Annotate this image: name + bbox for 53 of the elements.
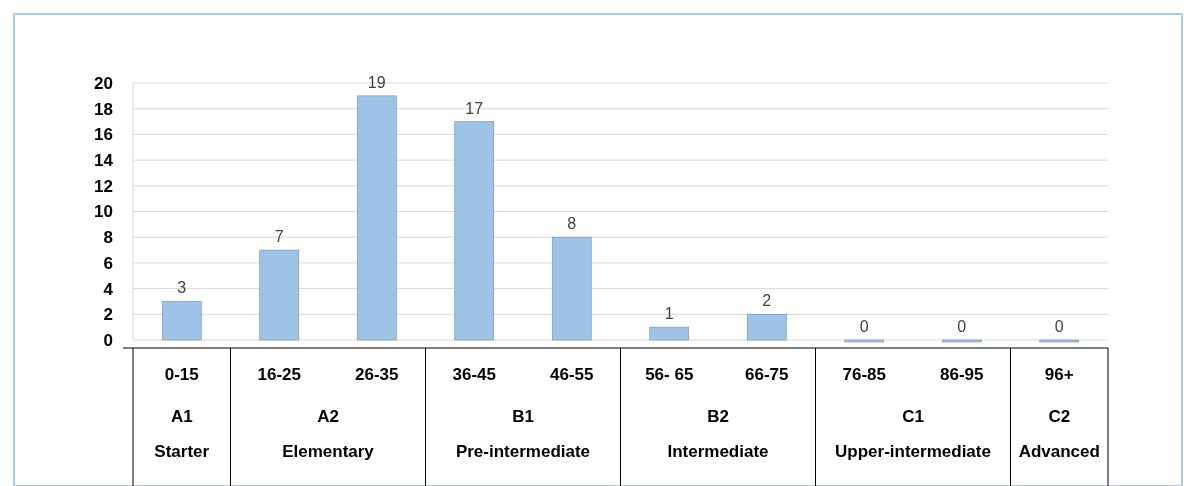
bar <box>746 314 787 341</box>
text: Elementary <box>282 442 375 461</box>
bar <box>941 339 982 343</box>
x-tick-label: 26-35 <box>355 365 399 384</box>
text: A1 <box>170 407 193 426</box>
y-tick-label: 10 <box>94 202 113 222</box>
y-tick-label: 18 <box>94 99 113 119</box>
y-tick-label: 0 <box>103 330 113 350</box>
bar <box>161 301 202 341</box>
x-tick-label: 96+ <box>1044 365 1074 384</box>
data-label: 0 <box>957 318 967 335</box>
x-tick-label: 46-55 <box>550 365 594 384</box>
y-tick-label: 8 <box>103 228 113 248</box>
y-tick-label: 4 <box>103 279 114 299</box>
x-tick-label: 16-25 <box>257 365 301 384</box>
x-tick-label: 0-15 <box>164 365 199 384</box>
bar <box>356 95 397 341</box>
bar <box>1039 339 1080 343</box>
bar <box>454 121 495 341</box>
data-label: 0 <box>1054 318 1064 335</box>
bar <box>551 236 592 341</box>
text: B2 <box>707 407 729 426</box>
text: C2 <box>1048 407 1071 426</box>
data-label: 2 <box>762 292 772 310</box>
x-tick-label: 86-95 <box>940 365 984 384</box>
data-label: 3 <box>177 279 187 297</box>
x-tick-label: 36-45 <box>452 365 496 384</box>
bar <box>649 326 690 341</box>
text: C1 <box>902 407 924 426</box>
data-label: 1 <box>664 305 674 323</box>
data-label: 7 <box>274 228 284 246</box>
y-tick-label: 2 <box>103 305 113 325</box>
y-tick-label: 6 <box>103 253 113 273</box>
text: Upper-intermediate <box>835 442 991 461</box>
y-tick-label: 12 <box>94 176 113 196</box>
data-label: 8 <box>567 215 577 233</box>
text: A2 <box>317 407 339 426</box>
x-tick-label: 66-75 <box>745 365 789 384</box>
text: B1 <box>512 407 534 426</box>
y-tick-label: 16 <box>94 125 113 145</box>
y-tick-label: 20 <box>94 73 113 93</box>
text: Intermediate <box>667 442 769 461</box>
text: Starter <box>154 442 210 461</box>
y-tick-label: 14 <box>94 151 114 171</box>
text: Advanced <box>1018 442 1100 461</box>
data-label: 19 <box>367 73 386 91</box>
x-tick-label: 56- 65 <box>645 365 694 384</box>
text: Pre-intermediate <box>455 442 591 461</box>
data-label: 0 <box>859 318 869 335</box>
bar <box>844 339 885 343</box>
x-tick-label: 76-85 <box>842 365 886 384</box>
bar <box>259 249 300 341</box>
data-label: 17 <box>465 99 484 117</box>
